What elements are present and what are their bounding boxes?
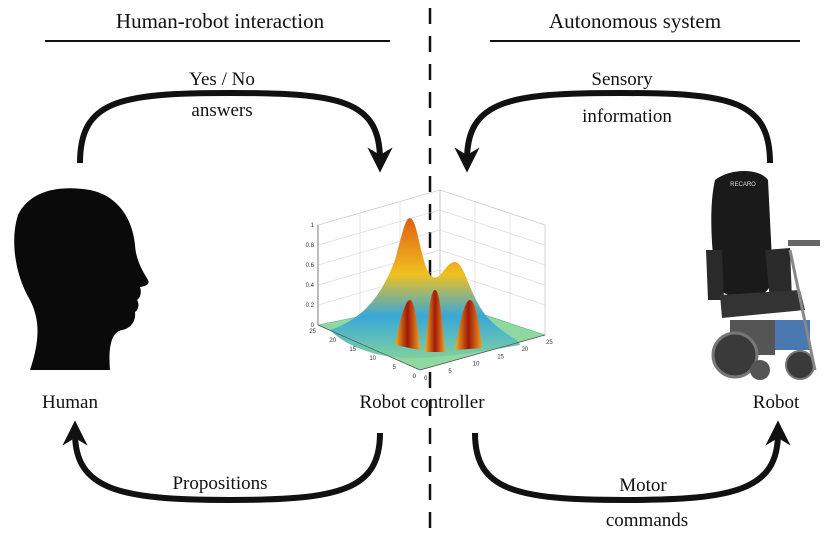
plot-tick-label: 0	[311, 323, 315, 329]
arrow-label: answers	[191, 100, 252, 121]
arrow-label: Sensory	[591, 69, 653, 90]
plot-tick-label: 15	[497, 354, 504, 360]
arrow-label: Motor	[619, 475, 667, 496]
arrow-label: commands	[606, 510, 688, 531]
arrow	[454, 89, 773, 173]
plot-tick-label: 0	[424, 376, 428, 382]
plot-tick-label: 10	[369, 356, 376, 362]
plot-tick-label: 0.2	[306, 303, 315, 309]
robot-brand: RECARO	[730, 182, 756, 188]
plot-tick-label: 20	[522, 347, 529, 353]
plot-tick-label: 0.4	[306, 283, 315, 289]
surface-plot: 0 0.2 0.4 0.6 0.8 1 25 20 15 10 5 0 0 5 10 15 20 25	[306, 189, 553, 382]
plot-tick-label: 5	[448, 369, 452, 375]
node-label: Human	[42, 392, 98, 413]
heading: Autonomous system	[549, 9, 721, 33]
plot-tick-label: 0.6	[306, 263, 315, 269]
node-label: Robot	[753, 392, 800, 413]
plot-tick-label: 15	[349, 347, 356, 353]
heading: Human-robot interaction	[116, 9, 325, 33]
plot-tick-label: 20	[329, 338, 336, 344]
arrow	[472, 420, 791, 504]
human-icon	[14, 188, 149, 370]
plot-tick-label: 1	[311, 223, 315, 229]
arrow-label: information	[582, 106, 672, 127]
plot-tick-label: 0	[413, 374, 417, 380]
arrow-label: Propositions	[172, 473, 267, 494]
plot-tick-label: 25	[309, 329, 316, 335]
plot-tick-label: 25	[546, 340, 553, 346]
plot-tick-label: 10	[473, 362, 480, 368]
plot-tick-label: 5	[393, 365, 397, 371]
plot-tick-label: 0.8	[306, 243, 315, 249]
arrow	[62, 420, 383, 504]
arrow-label: Yes / No	[189, 69, 255, 90]
robot-icon: RECARO	[706, 171, 820, 380]
arrow	[77, 89, 393, 173]
node-label: Robot controller	[359, 392, 485, 413]
